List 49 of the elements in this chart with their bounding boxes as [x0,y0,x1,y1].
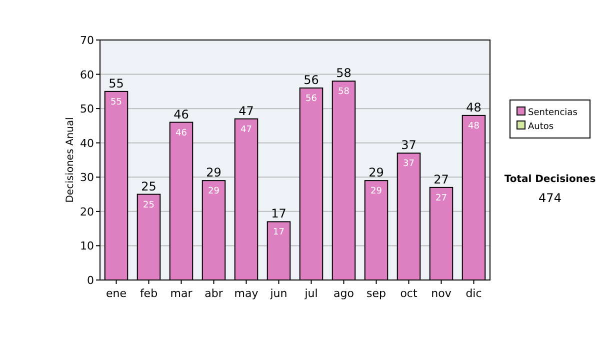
y-tick-label: 50 [80,102,94,116]
x-tick-label: ago [334,287,354,300]
x-tick-label: abr [204,287,224,300]
text: 474 [538,191,562,205]
x-tick-label: jun [269,287,288,300]
y-tick-label: 30 [80,171,94,184]
data-label: 46 [176,128,188,138]
annotation: 58 [338,87,350,98]
y-tick-label: 10 [80,240,94,253]
annotation: 25 [141,179,156,194]
x-tick-label: feb [140,287,158,300]
annotation: 56 [306,94,318,104]
data-label: 27 [434,172,449,186]
data-label: 47 [240,124,252,135]
data-label: 56 [304,73,319,87]
annotation: 37 [403,159,414,170]
x-tick-label: dic [466,287,482,300]
y-tick-label: 70 [80,34,94,47]
annotation: 55 [110,97,122,108]
y-tick-label: 0 [87,274,94,287]
annotation: 17 [273,228,284,238]
annotation: 46 [174,107,189,122]
annotation: 29 [368,166,384,180]
x-tick-label: oct [400,287,418,300]
data-label: 55 [108,76,124,90]
text: Total Decisiones [504,174,596,185]
x-tick-label: jul [304,287,318,300]
x-tick-label: sep [366,287,386,300]
annotation: 27 [436,193,447,204]
data-label: 25 [143,200,154,210]
y-tick-label: 40 [80,136,94,150]
x-tick-label: nov [431,287,452,300]
y-axis-title: Decisiones Anual [65,117,76,203]
data-label: 58 [336,66,352,80]
data-label: 37 [401,138,416,152]
data-label: 29 [208,186,220,197]
y-tick-label: 60 [80,68,94,82]
legend-label: Sentencias [528,108,578,118]
data-label: 29 [370,186,382,197]
x-tick-label: may [234,287,259,300]
legend-label: Autos [528,122,554,132]
annotation: 48 [468,121,480,132]
x-tick-label: ene [106,287,127,300]
data-label: 17 [271,206,286,221]
x-tick-label: mar [170,287,193,300]
y-tick-label: 20 [80,205,94,218]
annotation: 47 [238,104,254,118]
annotation: 29 [206,166,222,180]
data-label: 48 [466,100,482,114]
